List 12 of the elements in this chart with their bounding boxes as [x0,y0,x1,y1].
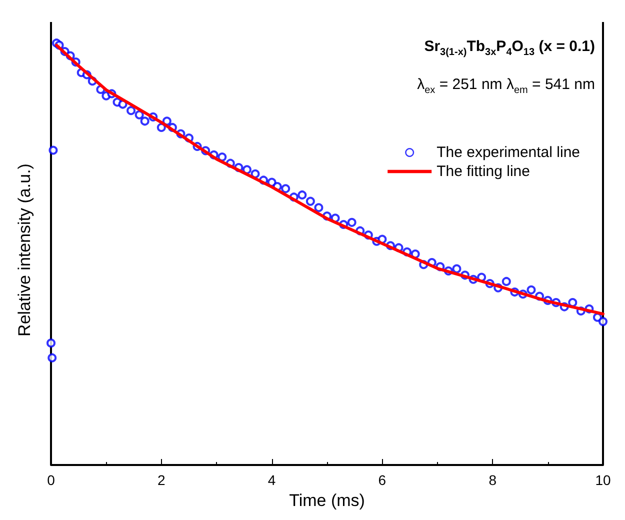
x-tick-label: 10 [595,472,611,488]
x-axis-title: Time (ms) [289,490,365,510]
y-axis-title: Relative intensity (a.u.) [15,162,35,338]
x-tick-label: 6 [378,472,386,488]
text: Sr$_{3(1-x)}$Tb$_{3x}$P$_{4}$O$_{13}$ (x = 0.1) [424,38,595,58]
x-tick-label: 8 [488,472,497,488]
x-tick-label: 2 [158,472,166,488]
legend-label: The fitting line [436,163,530,180]
annotation: λ$_{ex}$ = 251 nm λ$_{em}$ = 541 nm [417,76,595,96]
x-tick-label: 0 [47,472,56,488]
legend-label: The experimental line [436,144,580,161]
x-tick-label: 4 [268,472,276,488]
